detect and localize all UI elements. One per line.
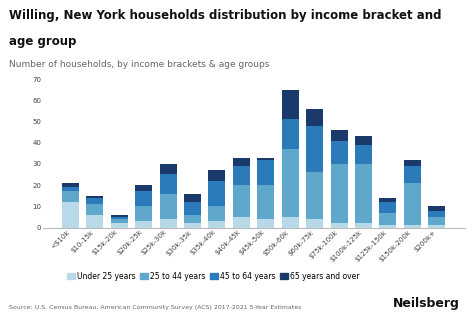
Bar [135,206,152,221]
Bar [184,202,201,215]
Bar [209,206,226,221]
Bar [111,217,128,219]
Bar [86,196,103,198]
Bar [404,225,421,228]
Bar [428,206,446,210]
Bar [330,164,347,223]
Bar [330,141,347,164]
Text: Source: U.S. Census Bureau, American Community Survey (ACS) 2017-2021 5-Year Est: Source: U.S. Census Bureau, American Com… [9,305,302,310]
Bar [160,164,177,174]
Bar [330,130,347,141]
Bar [306,109,323,126]
Bar [184,194,201,202]
Bar [428,210,446,217]
Bar [330,223,347,228]
Bar [355,136,372,145]
Bar [282,90,299,119]
Bar [257,185,274,219]
Bar [111,215,128,217]
Bar [111,219,128,223]
Bar [379,202,396,213]
Bar [379,225,396,228]
Bar [306,126,323,172]
Legend: Under 25 years, 25 to 44 years, 45 to 64 years, 65 years and over: Under 25 years, 25 to 44 years, 45 to 64… [64,269,363,284]
Bar [306,172,323,219]
Bar [209,221,226,228]
Bar [233,217,250,228]
Bar [233,166,250,185]
Bar [209,181,226,206]
Bar [404,160,421,166]
Bar [135,221,152,228]
Bar [62,183,79,187]
Bar [233,157,250,166]
Bar [355,145,372,164]
Text: age group: age group [9,35,77,48]
Bar [62,202,79,228]
Bar [86,215,103,228]
Bar [379,198,396,202]
Bar [184,223,201,228]
Bar [282,149,299,217]
Bar [428,217,446,225]
Bar [355,164,372,223]
Bar [404,183,421,225]
Bar [257,160,274,185]
Bar [135,185,152,191]
Bar [160,174,177,194]
Bar [379,213,396,225]
Bar [62,187,79,191]
Text: Number of households, by income brackets & age groups: Number of households, by income brackets… [9,60,270,69]
Bar [111,223,128,228]
Bar [282,217,299,228]
Bar [62,191,79,202]
Bar [86,198,103,204]
Bar [160,194,177,219]
Bar [160,219,177,228]
Text: Willing, New York households distribution by income bracket and: Willing, New York households distributio… [9,9,442,22]
Bar [257,219,274,228]
Bar [135,191,152,206]
Bar [428,225,446,228]
Bar [209,170,226,181]
Bar [282,119,299,149]
Bar [355,223,372,228]
Bar [306,219,323,228]
Bar [404,166,421,183]
Bar [233,185,250,217]
Bar [86,204,103,215]
Bar [257,157,274,160]
Bar [184,215,201,223]
Text: Neilsberg: Neilsberg [393,297,460,310]
